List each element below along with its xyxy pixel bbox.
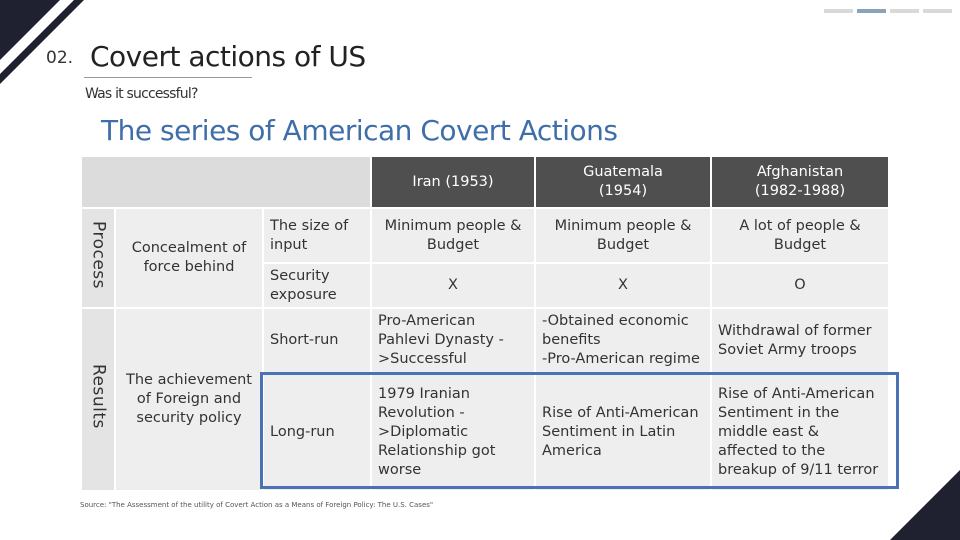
group-achievement: The achievement of Foreign and security … [114,307,264,492]
source-citation: Source: "The Assessment of the utility o… [80,501,434,509]
cell-iran-exposure: X [370,262,536,309]
cell-guatemala-exposure: X [534,262,712,309]
row-label-size-of-input: The size of input [262,207,372,264]
row-label-short-run: Short-run [262,307,372,374]
group-concealment: Concealment of force behind [114,207,264,309]
progress-segment [890,9,919,13]
progress-segment-active [857,9,886,13]
corner-decoration-fill [0,0,60,60]
cell-iran-size: Minimum people & Budget [370,207,536,264]
row-label-long-run: Long-run [262,372,372,492]
cell-afghanistan-exposure: O [710,262,890,309]
section-process-label: Process [88,221,109,289]
cell-afghanistan-long-run: Rise of Anti-American Sentiment in the m… [710,372,890,492]
cell-iran-short-run: Pro-American Pahlevi Dynasty ->Successfu… [370,307,536,374]
progress-segment [824,9,853,13]
cell-guatemala-short-run: -Obtained economic benefits -Pro-America… [534,307,712,374]
cell-afghanistan-size: A lot of people & Budget [710,207,890,264]
cell-iran-long-run: 1979 Iranian Revolution ->Diplomatic Rel… [370,372,536,492]
title-underline [84,77,252,78]
slide-subtitle: Was it successful? [85,86,198,102]
section-results: Results [80,307,116,492]
slide-title: Covert actions of US [90,40,366,73]
header-blank-cell [80,155,372,209]
column-header-iran: Iran (1953) [370,155,536,209]
section-results-label: Results [88,364,109,429]
table-heading: The series of American Covert Actions [101,114,618,147]
row-label-security-exposure: Security exposure [262,262,372,309]
column-header-afghanistan: Afghanistan (1982-1988) [710,155,890,209]
cell-afghanistan-short-run: Withdrawal of former Soviet Army troops [710,307,890,374]
corner-decoration-bottom-right [890,470,960,540]
cell-guatemala-size: Minimum people & Budget [534,207,712,264]
covert-actions-table: Iran (1953) Guatemala (1954) Afghanistan… [80,155,890,492]
cell-guatemala-long-run: Rise of Anti-American Sentiment in Latin… [534,372,712,492]
section-number: 02. [46,48,74,68]
section-process: Process [80,207,116,309]
progress-segment [923,9,952,13]
slide-progress-indicator [824,9,952,13]
column-header-guatemala: Guatemala (1954) [534,155,712,209]
